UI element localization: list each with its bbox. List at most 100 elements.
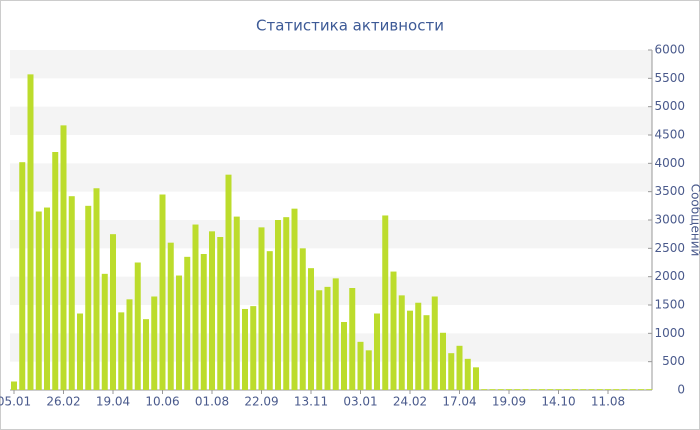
bar: [44, 207, 50, 390]
bar: [547, 389, 554, 390]
bar: [126, 299, 133, 390]
bar: [77, 313, 83, 390]
bar: [184, 256, 191, 390]
x-tick-label: 10.06: [145, 395, 179, 409]
y-tick-label: 4000: [654, 156, 685, 170]
x-tick-label: 01.08: [195, 395, 229, 409]
bar: [456, 345, 463, 390]
x-tick-label: 19.09: [492, 395, 526, 409]
bar: [382, 215, 389, 390]
y-tick-label: 2000: [654, 269, 685, 283]
bar: [423, 315, 430, 390]
bar: [563, 389, 570, 390]
y-tick-label: 0: [677, 383, 685, 397]
y-tick-label: 4500: [654, 128, 685, 142]
bar: [415, 302, 422, 390]
bar: [118, 312, 125, 390]
y-tick-label: 3000: [654, 213, 685, 227]
bar: [448, 353, 455, 390]
bar: [357, 341, 364, 390]
x-tick-label: 24.02: [393, 395, 427, 409]
bar: [151, 296, 158, 390]
grid-band: [10, 220, 652, 249]
x-tick-label: 05.01: [0, 395, 31, 409]
x-tick-label: 19.04: [96, 395, 130, 409]
bar: [52, 152, 59, 390]
bar: [233, 216, 240, 390]
bar: [225, 174, 232, 390]
bar: [68, 196, 75, 390]
bar: [555, 389, 562, 390]
bar: [11, 381, 17, 390]
bar: [200, 254, 207, 390]
bar: [332, 278, 339, 390]
bar: [481, 389, 488, 390]
bar: [266, 251, 273, 390]
x-tick-label: 22.09: [244, 395, 278, 409]
grid-band: [10, 50, 652, 79]
bar: [621, 389, 628, 390]
y-tick-label: 2500: [654, 241, 685, 255]
bar: [167, 242, 174, 390]
bar: [217, 237, 224, 390]
bar: [27, 74, 34, 390]
y-tick-label: 1500: [654, 298, 685, 312]
chart-title: Статистика активности: [256, 17, 444, 35]
bar: [283, 217, 290, 390]
bar: [530, 389, 537, 390]
bar: [242, 308, 248, 390]
bar: [407, 310, 413, 390]
y-axis-label: Сообщений: [689, 184, 700, 257]
x-tick-label: 14.10: [541, 395, 575, 409]
bar: [275, 220, 281, 390]
x-tick-label: 11.08: [591, 395, 625, 409]
y-tick-label: 500: [662, 354, 685, 368]
bar: [176, 275, 182, 390]
bar: [440, 332, 446, 390]
bar: [143, 319, 149, 390]
bar: [110, 234, 116, 390]
bar: [134, 262, 141, 390]
bar: [365, 350, 372, 390]
bar: [646, 389, 653, 390]
bar: [596, 389, 603, 390]
bar: [35, 211, 42, 390]
grid-band: [10, 163, 652, 192]
grid-band: [10, 333, 652, 362]
bar: [605, 389, 611, 390]
bar: [506, 389, 512, 390]
bar: [374, 313, 380, 390]
bar: [192, 224, 199, 390]
bar: [473, 367, 479, 390]
bar: [514, 389, 521, 390]
bar: [489, 389, 496, 390]
bar: [613, 389, 620, 390]
bar: [464, 358, 471, 390]
bar: [390, 271, 397, 390]
bar: [629, 389, 636, 390]
bar: [349, 288, 356, 390]
bar: [580, 389, 587, 390]
bar: [93, 188, 100, 390]
bar: [299, 248, 306, 390]
y-tick-label: 5000: [654, 99, 685, 113]
bar: [101, 273, 108, 390]
bar: [209, 231, 215, 390]
grid-band: [10, 276, 652, 305]
bar: [316, 290, 323, 390]
bar: [539, 389, 545, 390]
bar: [588, 389, 595, 390]
y-tick-label: 3500: [654, 184, 685, 198]
bar: [60, 125, 67, 390]
x-tick-label: 17.04: [442, 395, 476, 409]
bar: [159, 194, 166, 390]
bar: [572, 389, 578, 390]
bar: [522, 389, 529, 390]
bar: [497, 389, 504, 390]
bar: [431, 296, 438, 390]
bar: [250, 306, 257, 390]
y-tick-label: 6000: [654, 43, 685, 57]
bar: [398, 295, 405, 390]
x-tick-label: 26.02: [46, 395, 80, 409]
